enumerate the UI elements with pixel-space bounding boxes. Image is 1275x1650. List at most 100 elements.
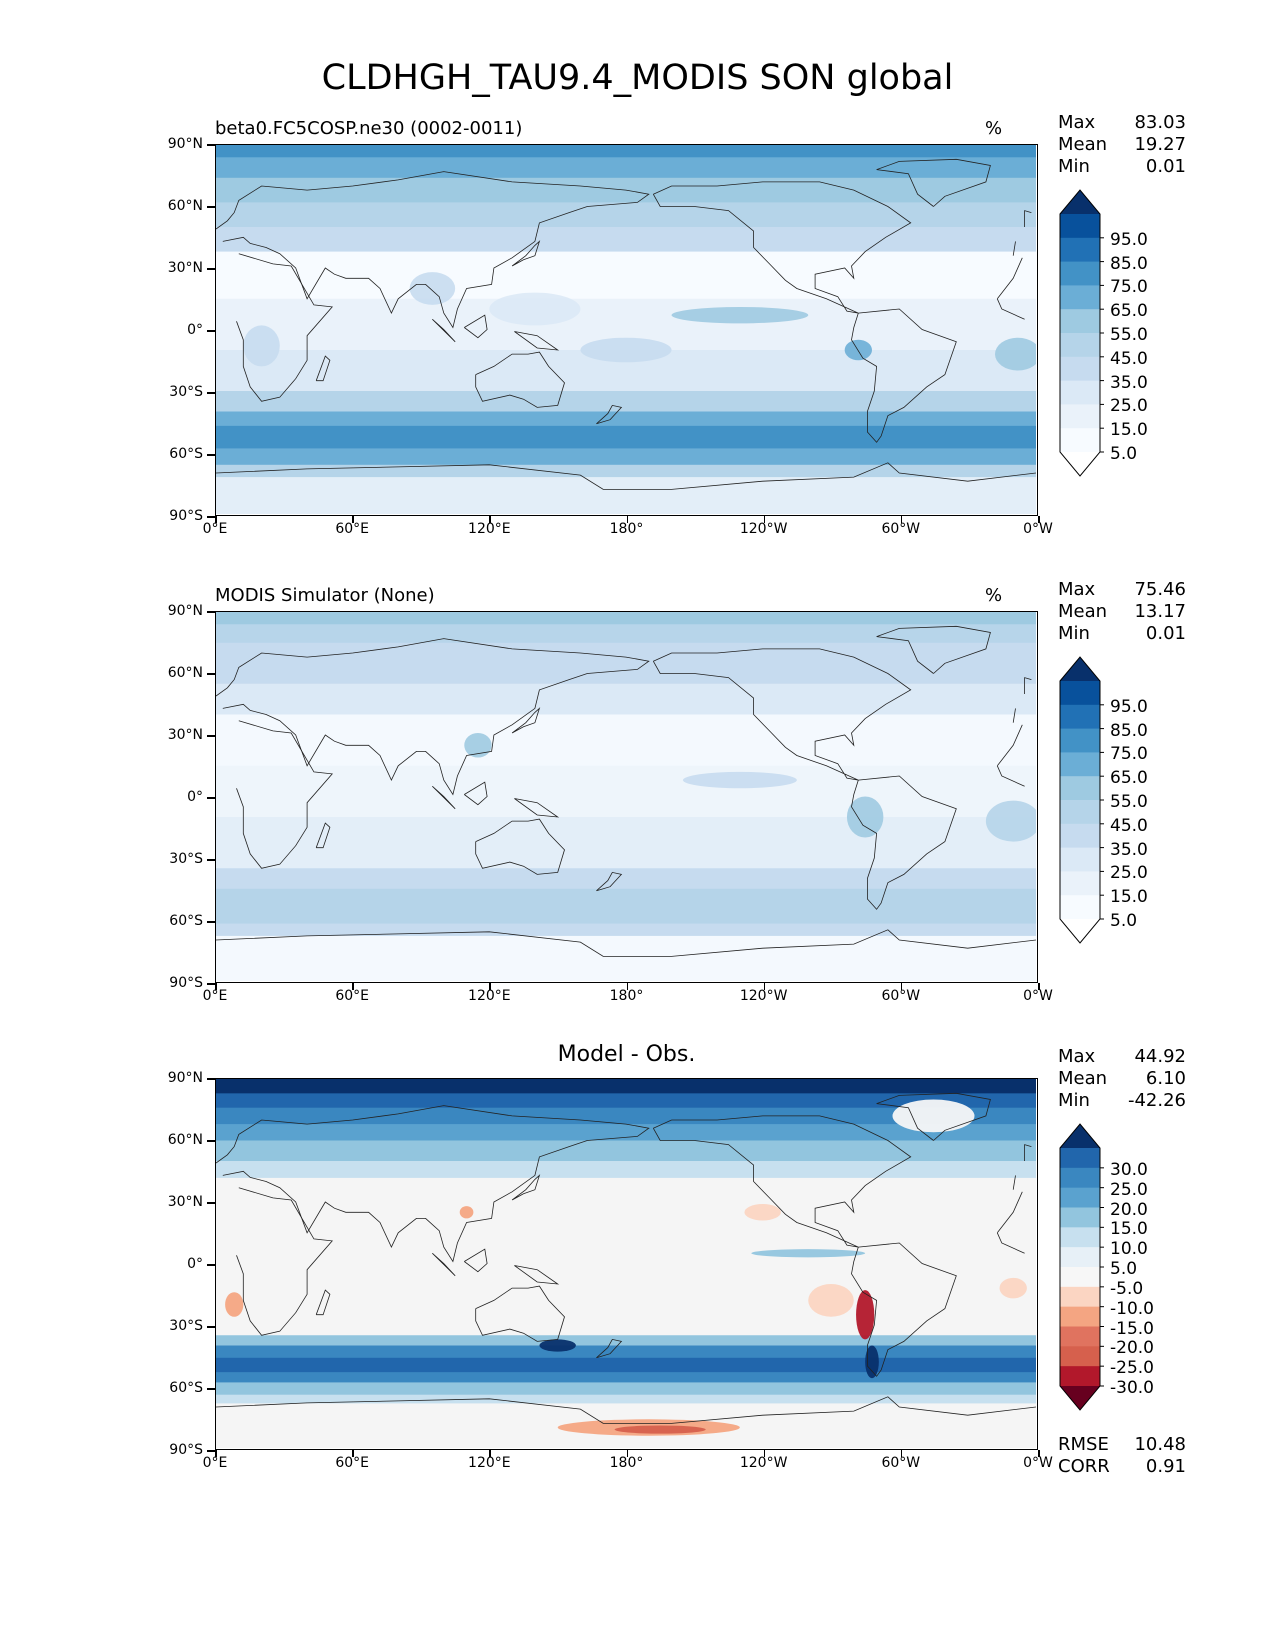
- colorbar: 95.0 85.0 75.0 65.0 55.0 45.0 35.0 25.0 15.0 5.0: [1058, 655, 1168, 955]
- colorbar-segment: [1060, 285, 1100, 310]
- x-tick-mark: [763, 1450, 766, 1457]
- y-tick-mark: [207, 516, 215, 518]
- colorbar-segment: [1060, 1366, 1100, 1387]
- colorbar-segment: [1060, 800, 1100, 825]
- field-band: [216, 923, 1036, 937]
- x-tick-label: 120°E: [468, 1455, 511, 1471]
- y-tick-mark: [207, 1078, 215, 1080]
- y-tick-label: 0°: [187, 1256, 203, 1272]
- colorbar-label: 35.0: [1110, 372, 1148, 393]
- colorbar-segment: [1060, 847, 1100, 872]
- stat-max-label: Max: [1058, 112, 1096, 133]
- field-feature: [580, 337, 672, 363]
- colorbar-label: 30.0: [1110, 1159, 1148, 1180]
- map-canvas: [216, 145, 1036, 514]
- colorbar-segment: [1060, 214, 1100, 239]
- error-stats: RMSE 10.48 CORR 0.91: [1058, 1434, 1186, 1478]
- panel-title-left: beta0.FC5COSP.ne30 (0002-0011): [215, 118, 523, 139]
- colorbar-label: -10.0: [1110, 1298, 1154, 1319]
- field-feature: [682, 771, 797, 789]
- coastline: [596, 871, 623, 892]
- stat-min-label: Min: [1058, 1090, 1090, 1111]
- field-band: [216, 1335, 1036, 1346]
- field-band: [216, 1161, 1036, 1178]
- coastline: [596, 1338, 623, 1359]
- colorbar-segment: [1060, 776, 1100, 801]
- stats-box: Max 44.92 Mean 6.10 Min -42.26: [1058, 1046, 1186, 1112]
- colorbar-segment: [1060, 752, 1100, 777]
- x-tick-mark: [763, 983, 766, 990]
- field-feature: [464, 732, 492, 758]
- y-tick-mark: [207, 673, 215, 675]
- coastline: [432, 1253, 456, 1277]
- colorbar-label: 85.0: [1110, 253, 1148, 274]
- field-feature: [999, 1277, 1027, 1299]
- colorbar-label: -15.0: [1110, 1318, 1154, 1339]
- y-tick-label: 90°N: [167, 603, 203, 619]
- stat-min: 0.01: [1145, 623, 1186, 644]
- y-tick-mark: [207, 797, 215, 799]
- y-tick-label: 30°N: [167, 1194, 203, 1210]
- field-band: [216, 1345, 1036, 1359]
- colorbar-label: 95.0: [1110, 696, 1148, 717]
- colorbar-extend-min: [1060, 1386, 1100, 1410]
- colorbar-label: 15.0: [1110, 887, 1148, 908]
- field-band: [216, 227, 1036, 253]
- x-tick-mark: [626, 983, 628, 990]
- map-obs: [215, 611, 1038, 983]
- y-tick-label: 60°N: [167, 1132, 203, 1148]
- field-band: [216, 683, 1036, 715]
- stat-mean: 6.10: [1145, 1068, 1186, 1089]
- field-feature: [892, 1099, 975, 1133]
- stat-mean-label: Mean: [1058, 134, 1108, 155]
- stat-mean-label: Mean: [1058, 1068, 1108, 1089]
- coastline: [876, 1092, 991, 1141]
- y-tick-label: 90°S: [169, 975, 203, 991]
- colorbar-label: -5.0: [1110, 1278, 1144, 1299]
- field-band: [216, 1382, 1036, 1396]
- panel-model: beta0.FC5COSP.ne30 (0002-0011) % Max 83.0…: [0, 112, 1275, 558]
- field-feature: [744, 1204, 781, 1221]
- map-canvas: [216, 612, 1036, 981]
- coastline: [464, 781, 488, 806]
- field-feature: [985, 800, 1036, 842]
- x-tick-mark: [900, 983, 903, 990]
- field-band: [216, 817, 1036, 869]
- x-tick-label: 0°E: [202, 988, 228, 1004]
- y-tick-label: 60°S: [169, 913, 203, 929]
- x-tick-label: 0°W: [1023, 521, 1053, 537]
- x-tick-mark: [763, 516, 766, 523]
- coastline: [475, 1285, 565, 1342]
- colorbar-segment: [1060, 1187, 1100, 1208]
- field-feature: [539, 1339, 576, 1352]
- y-tick-mark: [207, 921, 215, 923]
- colorbar-graphic: [1059, 1123, 1104, 1411]
- colorbar-segment: [1060, 404, 1100, 429]
- x-tick-mark: [215, 516, 217, 523]
- stat-rmse-label: RMSE: [1058, 1434, 1109, 1455]
- stat-max: 44.92: [1134, 1046, 1186, 1067]
- y-tick-mark: [207, 1202, 215, 1204]
- y-tick-label: 60°S: [169, 1380, 203, 1396]
- y-tick-mark: [207, 735, 215, 737]
- x-tick-label: 60°W: [881, 1455, 921, 1471]
- y-tick-mark: [207, 1140, 215, 1142]
- x-tick-mark: [626, 516, 628, 523]
- x-tick-label: 180°: [609, 1455, 644, 1471]
- field-band: [216, 1357, 1036, 1373]
- stats-box: Max 83.03 Mean 19.27 Min 0.01: [1058, 112, 1186, 178]
- y-tick-label: 30°S: [169, 1318, 203, 1334]
- coastline: [315, 355, 331, 382]
- y-tick-mark: [207, 206, 215, 208]
- field-feature: [844, 339, 872, 361]
- map-diff: [215, 1078, 1038, 1450]
- colorbar-segment: [1060, 1148, 1100, 1169]
- x-tick-label: 0°W: [1023, 1455, 1053, 1471]
- colorbar-segment: [1060, 681, 1100, 706]
- x-tick-mark: [900, 516, 903, 523]
- colorbar-label: 75.0: [1110, 277, 1148, 298]
- coastline: [216, 638, 1016, 796]
- stat-mean-label: Mean: [1058, 601, 1108, 622]
- field-band: [216, 765, 1036, 818]
- y-tick-label: 90°N: [167, 136, 203, 152]
